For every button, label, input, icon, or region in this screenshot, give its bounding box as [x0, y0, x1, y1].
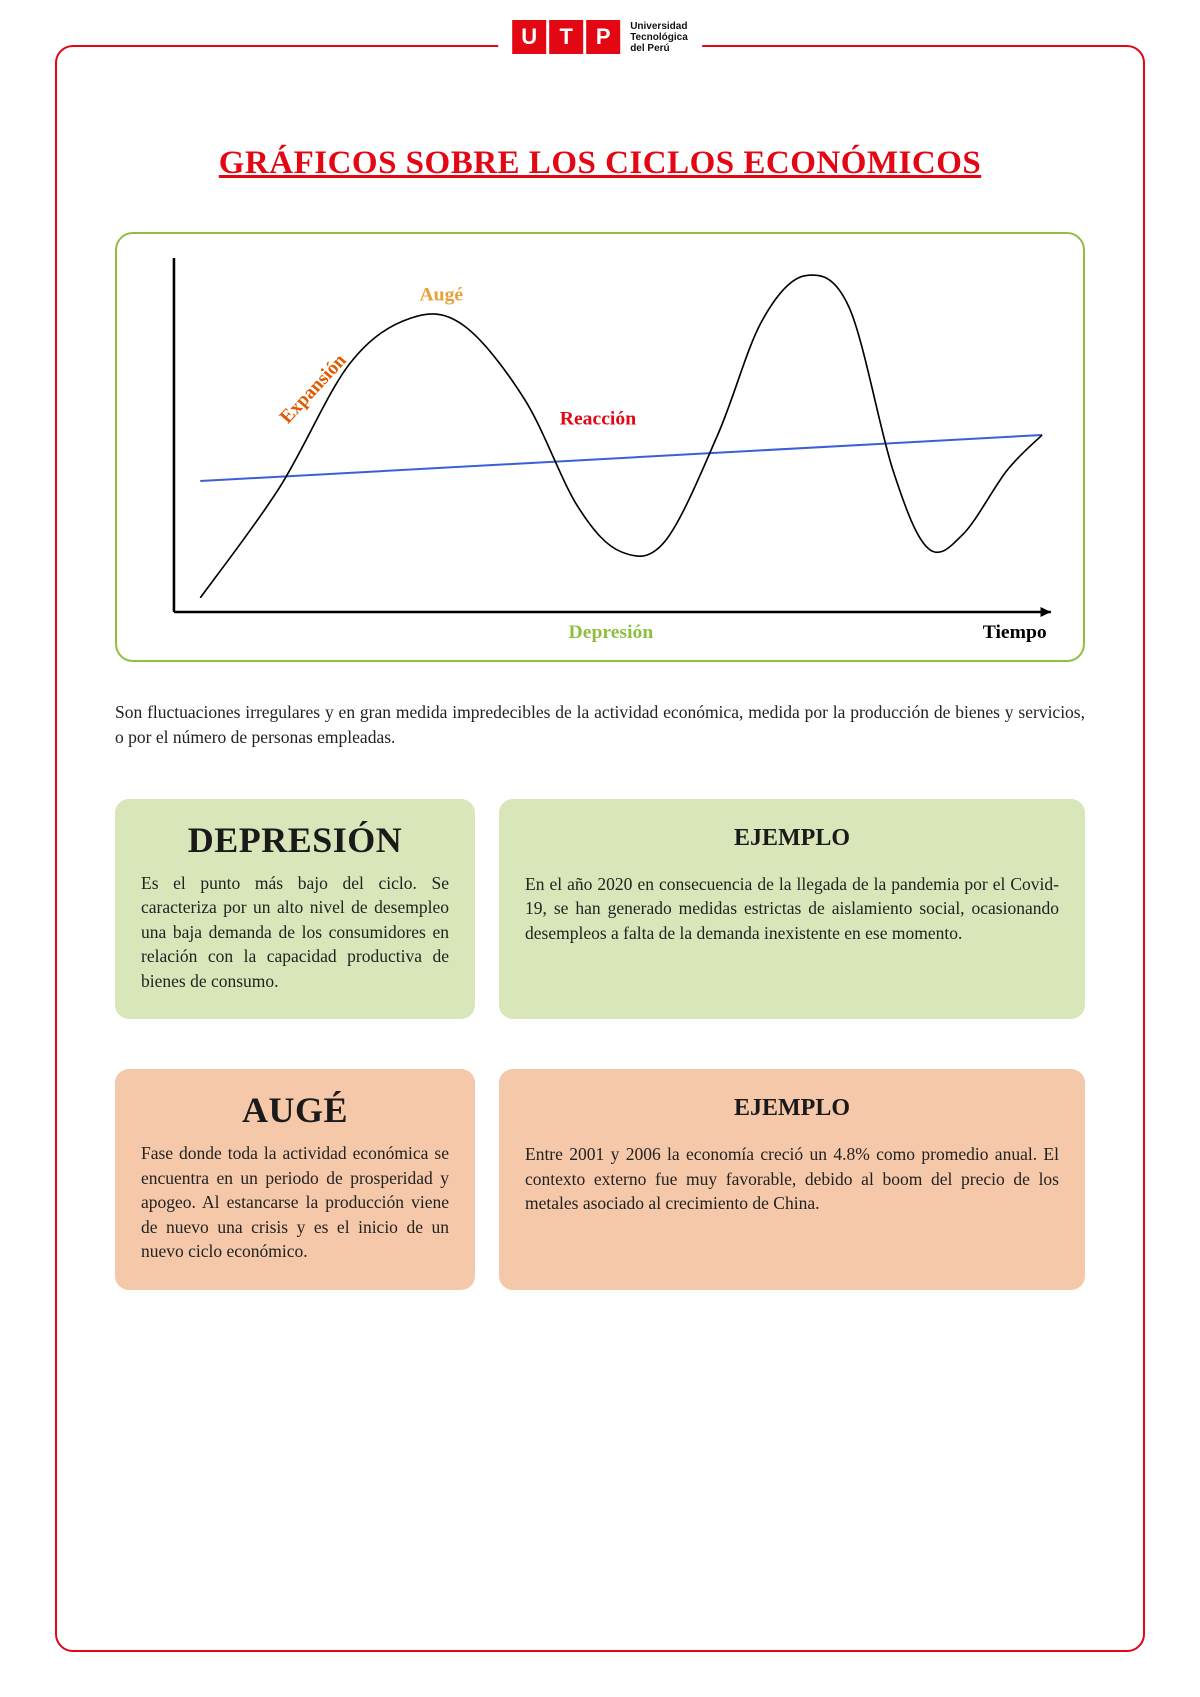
depresion-example-card: EJEMPLO En el año 2020 en consecuencia d…: [499, 799, 1085, 1020]
auge-example-body: Entre 2001 y 2006 la economía creció un …: [525, 1142, 1059, 1216]
auge-title: AUGÉ: [141, 1089, 449, 1131]
svg-text:Reacción: Reacción: [560, 409, 637, 430]
auge-definition-card: AUGÉ Fase donde toda la actividad económ…: [115, 1069, 475, 1290]
depresion-definition-card: DEPRESIÓN Es el punto más bajo del ciclo…: [115, 799, 475, 1020]
auge-body: Fase donde toda la actividad económica s…: [141, 1141, 449, 1264]
cycle-chart-svg: Depresión Tiempo Augé Expansión Reacción: [145, 252, 1055, 648]
logo-sub-l3: del Perú: [630, 43, 688, 54]
logo: U T P Universidad Tecnológica del Perú: [498, 20, 702, 54]
page-title: GRÁFICOS SOBRE LOS CICLOS ECONÓMICOS: [115, 145, 1085, 182]
auge-example-card: EJEMPLO Entre 2001 y 2006 la economía cr…: [499, 1069, 1085, 1290]
depresion-example-body: En el año 2020 en consecuencia de la lle…: [525, 872, 1059, 946]
content-area: GRÁFICOS SOBRE LOS CICLOS ECONÓMICOS Dep…: [115, 145, 1085, 1340]
depresion-body: Es el punto más bajo del ciclo. Se carac…: [141, 871, 449, 994]
logo-sub-l2: Tecnológica: [630, 32, 688, 43]
svg-text:Depresión: Depresión: [569, 622, 654, 643]
auge-example-title: EJEMPLO: [525, 1095, 1059, 1122]
section-depresion: DEPRESIÓN Es el punto más bajo del ciclo…: [115, 799, 1085, 1020]
depresion-example-title: EJEMPLO: [525, 825, 1059, 852]
svg-text:Tiempo: Tiempo: [983, 622, 1047, 643]
logo-sub-l1: Universidad: [630, 21, 688, 32]
logo-letters: U T P: [512, 20, 620, 54]
chart-description: Son fluctuaciones irregulares y en gran …: [115, 700, 1085, 751]
logo-letter-t: T: [549, 20, 583, 54]
logo-letter-p: P: [586, 20, 620, 54]
logo-subtitle: Universidad Tecnológica del Perú: [630, 21, 688, 54]
depresion-title: DEPRESIÓN: [141, 819, 449, 861]
svg-text:Augé: Augé: [419, 285, 463, 306]
logo-letter-u: U: [512, 20, 546, 54]
cycle-chart: Depresión Tiempo Augé Expansión Reacción: [115, 232, 1085, 662]
section-auge: AUGÉ Fase donde toda la actividad económ…: [115, 1069, 1085, 1290]
svg-text:Expansión: Expansión: [276, 350, 351, 428]
